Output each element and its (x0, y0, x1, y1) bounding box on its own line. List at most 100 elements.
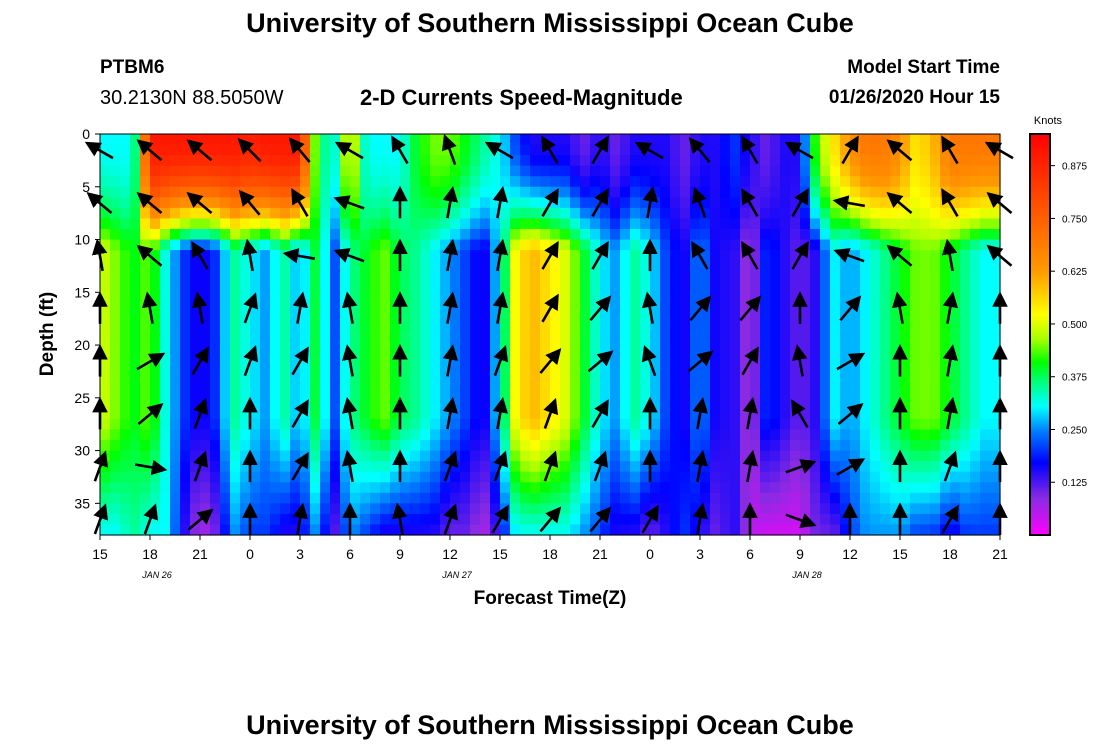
heatmap-cell (400, 503, 411, 515)
station-name: PTBM6 (100, 57, 165, 78)
heatmap-cell (100, 323, 111, 336)
heatmap-cell (520, 271, 531, 283)
heatmap-cell (690, 471, 701, 483)
colorbar: Knots 0.8750.7500.6250.5000.3750.2500.12… (1029, 115, 1087, 536)
heatmap-cell (950, 186, 961, 198)
heatmap-cell (120, 155, 131, 167)
heatmap-cell (660, 144, 671, 156)
heatmap-cell (640, 429, 651, 441)
heatmap-cell (960, 503, 971, 515)
heatmap-cell (680, 334, 691, 346)
heatmap-cell (920, 165, 931, 177)
current-vector-arrow (641, 345, 657, 377)
heatmap-cell (240, 461, 251, 473)
heatmap-cell (730, 397, 741, 409)
heatmap-cell (560, 155, 571, 167)
heatmap-cell (190, 165, 201, 177)
heatmap-cell (820, 144, 831, 156)
heatmap-cell (610, 471, 621, 483)
heatmap-cell (230, 302, 241, 314)
heatmap-cell (500, 408, 511, 420)
heatmap-cell (380, 176, 391, 188)
heatmap-cell (710, 513, 721, 526)
heatmap-cell (800, 155, 811, 167)
heatmap-cell (580, 355, 591, 367)
heatmap-cell (870, 323, 881, 336)
current-vector-arrow (442, 185, 459, 219)
heatmap-cell (290, 176, 301, 188)
heatmap-cell (240, 429, 251, 441)
heatmap-cell (460, 292, 471, 304)
heatmap-cell (520, 176, 531, 188)
heatmap-cell (780, 250, 791, 262)
heatmap-cell (970, 492, 981, 504)
heatmap-cell (750, 239, 761, 251)
heatmap-cell (810, 418, 821, 431)
heatmap-cell (520, 334, 531, 346)
heatmap-cell (400, 250, 411, 262)
heatmap-cell (460, 513, 471, 526)
heatmap-cell (250, 176, 261, 188)
heatmap-cell (340, 418, 351, 431)
heatmap-cell (280, 165, 291, 177)
heatmap-cell (130, 482, 141, 494)
heatmap-cell (290, 228, 301, 241)
heatmap-cell (800, 524, 811, 536)
current-vector-arrow (589, 506, 612, 533)
heatmap-cell (690, 503, 701, 515)
heatmap-cell (520, 513, 531, 526)
x-tick-label: 12 (442, 546, 458, 562)
heatmap-cell (940, 250, 951, 262)
heatmap-cell (880, 292, 891, 304)
heatmap-cell (390, 250, 401, 262)
heatmap-cell (290, 271, 301, 283)
heatmap-cell (350, 155, 361, 167)
heatmap-cell (350, 418, 361, 431)
heatmap-cell (220, 440, 231, 452)
heatmap-cell (820, 134, 831, 146)
current-vector-arrow (491, 504, 509, 534)
heatmap-cell (290, 313, 301, 325)
heatmap-cell (990, 418, 1001, 431)
heatmap-cell (280, 271, 291, 283)
heatmap-cell (690, 334, 701, 346)
heatmap-cell (120, 482, 131, 494)
heatmap-cell (360, 186, 371, 198)
heatmap-cell (840, 366, 851, 378)
heatmap-cell (830, 355, 841, 367)
heatmap-cell (430, 345, 441, 357)
heatmap-cell (700, 482, 711, 494)
heatmap-cell (190, 228, 201, 241)
heatmap-cell (400, 323, 411, 336)
current-vector-arrow (443, 503, 459, 535)
heatmap-cell (630, 250, 641, 262)
heatmap-cell (520, 313, 531, 325)
heatmap-cell (410, 292, 421, 304)
heatmap-cell (640, 418, 651, 431)
heatmap-cell (530, 302, 541, 314)
heatmap-cell (300, 313, 311, 325)
heatmap-cell (210, 186, 221, 198)
heatmap-cell (830, 471, 841, 483)
heatmap-cell (660, 155, 671, 167)
heatmap-cell (390, 302, 401, 314)
heatmap-cell (340, 186, 351, 198)
heatmap-cell (440, 292, 451, 304)
current-vector-arrow (739, 295, 762, 322)
heatmap-cell (440, 450, 451, 462)
heatmap-cell (180, 228, 191, 241)
heatmap-cell (780, 271, 791, 283)
heatmap-cell (930, 450, 941, 462)
heatmap-cell (440, 186, 451, 198)
heatmap-cell (260, 302, 271, 314)
heatmap-cell (930, 239, 941, 251)
heatmap-cell (610, 323, 621, 336)
heatmap-cell (210, 155, 221, 167)
heatmap-cell (620, 345, 631, 357)
heatmap-cell (800, 165, 811, 177)
heatmap-cell (540, 397, 551, 409)
heatmap-cell (560, 345, 571, 357)
heatmap-cell (680, 418, 691, 431)
heatmap-cell (710, 366, 721, 378)
heatmap-cell (460, 281, 471, 293)
